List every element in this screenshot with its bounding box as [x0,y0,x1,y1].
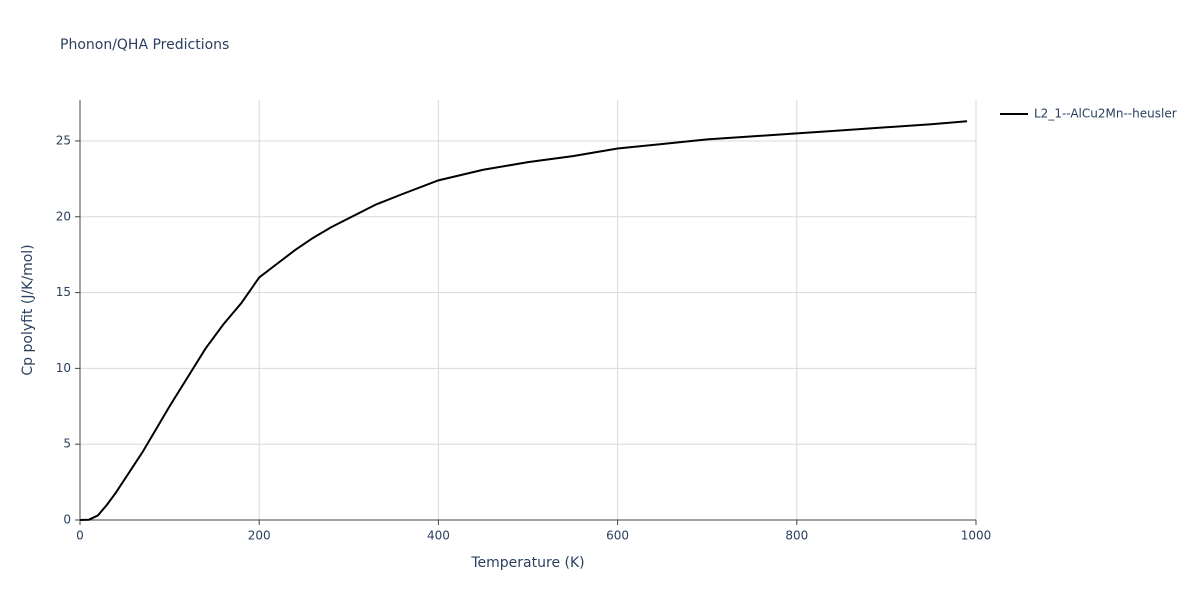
x-tick-label: 1000 [961,529,992,543]
y-axis-title: Cp polyfit (J/K/mol) [20,244,36,375]
chart-title: Phonon/QHA Predictions [60,37,229,53]
x-tick-label: 600 [606,529,629,543]
data-line [79,120,968,521]
y-tick-label: 0 [63,513,71,527]
y-tick-label: 25 [56,133,71,147]
x-axis-title: Temperature (K) [470,555,584,571]
y-tick-label: 10 [56,361,71,375]
x-tick-label: 400 [427,529,450,543]
x-tick-label: 0 [76,529,84,543]
x-tick-label: 800 [785,529,808,543]
y-tick-label: 5 [63,437,71,451]
y-tick-label: 20 [56,209,71,223]
legend-label: L2_1--AlCu2Mn--heusler [1034,107,1177,121]
x-tick-label: 200 [248,529,271,543]
y-tick-label: 15 [56,285,71,299]
